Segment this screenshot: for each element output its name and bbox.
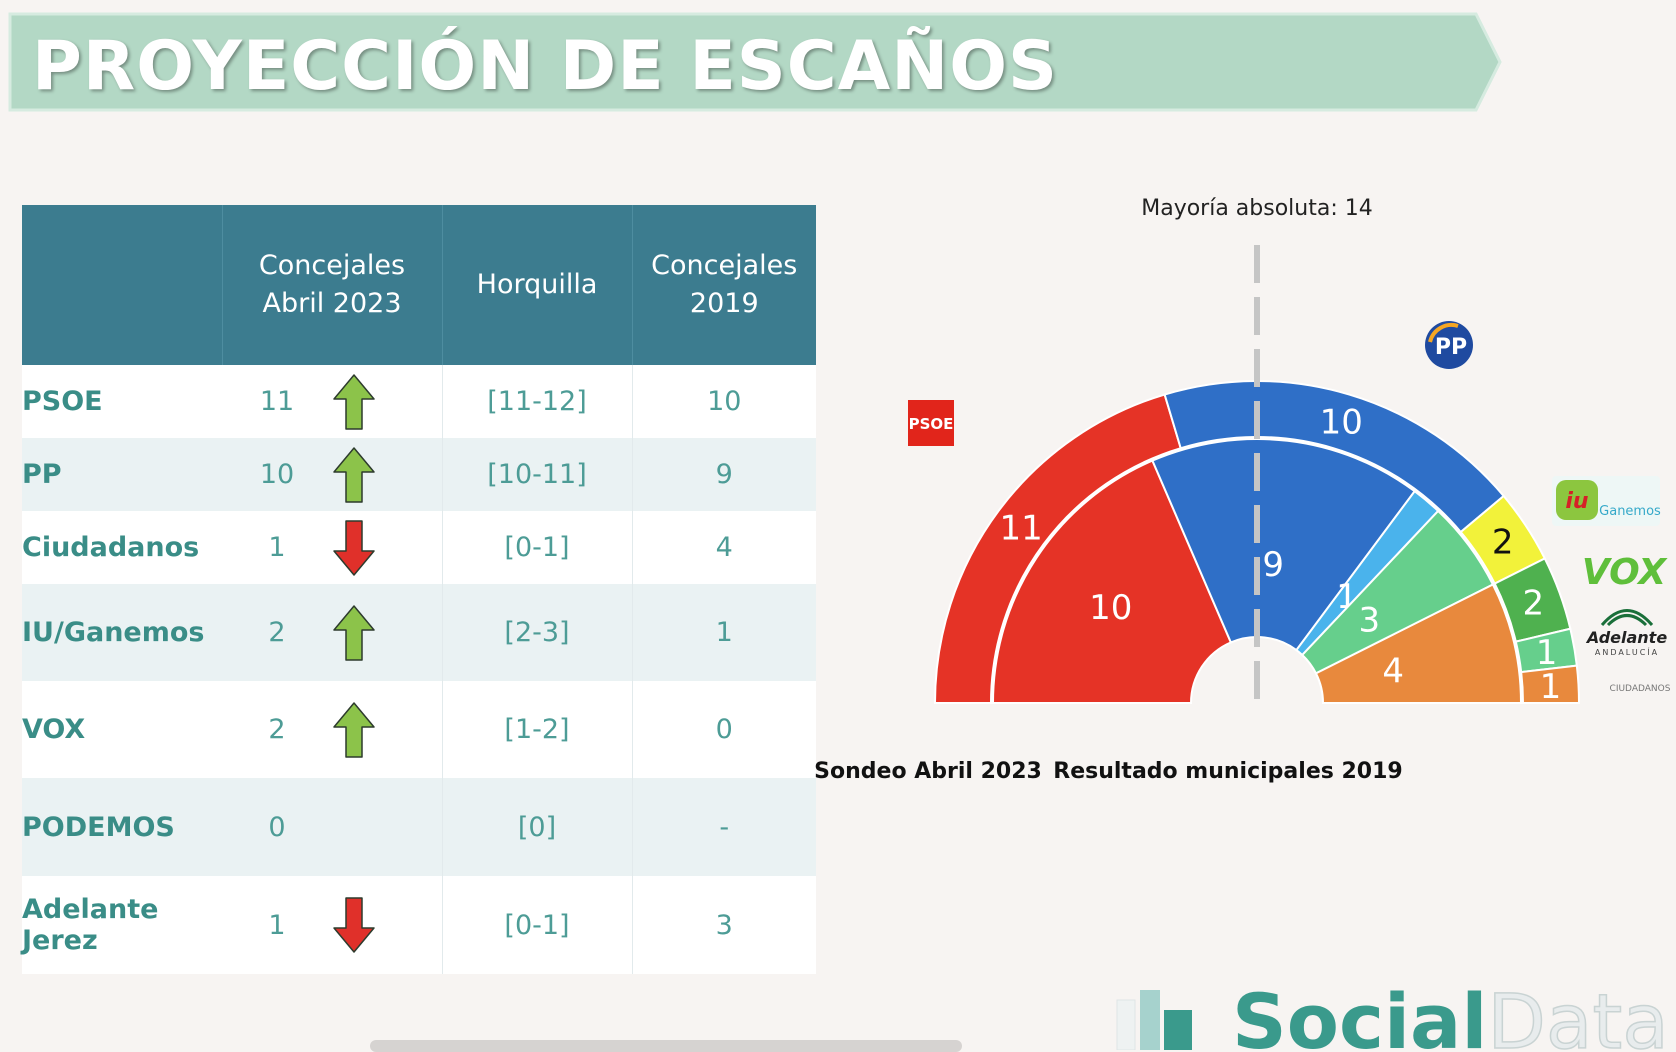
seats-2019: 3 xyxy=(632,876,817,974)
party-name: PODEMOS xyxy=(22,778,222,876)
seats-2023: 1 xyxy=(222,876,332,974)
hemicycle-slice-inner-psoe xyxy=(991,459,1233,704)
trend-arrow-cell xyxy=(332,365,443,438)
party-name: Adelante Jerez xyxy=(22,876,222,974)
table-row: Adelante Jerez 1 [0-1] 3 xyxy=(22,876,817,974)
slice-value-label: 10 xyxy=(1320,402,1363,442)
table-row: PODEMOS 0 [0] - xyxy=(22,778,817,876)
slice-value-label: 1 xyxy=(1536,633,1558,673)
slice-value-label: 2 xyxy=(1492,522,1514,562)
pp-logo-text: PP xyxy=(1435,335,1467,360)
header-seats-2019: Concejales 2019 xyxy=(631,205,817,365)
seats-2019: 9 xyxy=(632,438,817,511)
seat-range: [11-12] xyxy=(441,365,633,438)
slice-value-label: 10 xyxy=(1089,588,1132,628)
page-title: PROYECCIÓN DE ESCAÑOS xyxy=(32,27,1058,106)
party-name: PSOE xyxy=(22,365,222,438)
party-name: IU/Ganemos xyxy=(22,584,222,681)
slice-value-label: 3 xyxy=(1358,600,1380,640)
slice-value-label: 11 xyxy=(1000,508,1043,548)
arrow-up-icon xyxy=(333,701,375,758)
header-range: Horquilla xyxy=(441,205,633,365)
header-party xyxy=(22,205,222,365)
inner-ring-label: Resultado municipales 2019 xyxy=(1053,759,1402,784)
seats-2019: 10 xyxy=(632,365,817,438)
seats-2023: 2 xyxy=(222,681,332,778)
trend-arrow-cell xyxy=(332,876,443,974)
trend-arrow-cell xyxy=(332,438,443,511)
table-header-row: Concejales Abril 2023 Horquilla Concejal… xyxy=(22,205,817,365)
seats-2019: - xyxy=(632,778,817,876)
ciudadanos-logo-text: CIUDADANOS xyxy=(1610,684,1671,694)
party-name: PP xyxy=(22,438,222,511)
table-row: IU/Ganemos 2 [2-3] 1 xyxy=(22,584,817,681)
slice-value-label: 1 xyxy=(1540,667,1562,707)
seat-projection-table: Concejales Abril 2023 Horquilla Concejal… xyxy=(22,205,817,974)
banner-arrow-shape xyxy=(8,12,1502,112)
seats-2023: 0 xyxy=(222,778,332,876)
trend-arrow-cell xyxy=(332,778,443,876)
socialdata-logo-bar xyxy=(1116,999,1136,1050)
outer-ring-label: Sondeo Abril 2023 xyxy=(814,759,1042,784)
trend-arrow-cell xyxy=(332,584,443,681)
seat-range: [2-3] xyxy=(441,584,633,681)
adelante-logo-icon xyxy=(1600,609,1654,627)
seats-2019: 1 xyxy=(632,584,817,681)
party-name: Ciudadanos xyxy=(22,511,222,584)
psoe-logo-icon xyxy=(908,400,954,446)
party-name: VOX xyxy=(22,681,222,778)
seats-2019: 4 xyxy=(632,511,817,584)
arrow-up-icon xyxy=(333,373,375,430)
seats-2023: 2 xyxy=(222,584,332,681)
trend-arrow-cell xyxy=(332,511,443,584)
horizontal-scrollbar[interactable] xyxy=(370,1040,962,1052)
socialdata-logo-text: SocialData xyxy=(1232,977,1669,1050)
seats-2023: 1 xyxy=(222,511,332,584)
slice-value-label: 4 xyxy=(1382,652,1404,692)
adelante-logo-text: Adelante xyxy=(1585,628,1668,647)
seat-range: [10-11] xyxy=(441,438,633,511)
ganemos-logo-text: Ganemos xyxy=(1599,504,1661,519)
slice-value-label: 9 xyxy=(1262,545,1284,585)
vox-logo-text: VOX xyxy=(1582,552,1669,593)
adelante-sub-text: ANDALUCÍA xyxy=(1595,646,1659,657)
seats-2023: 10 xyxy=(222,438,332,511)
table-row: PSOE 11 [11-12] 10 xyxy=(22,365,817,438)
table-row: Ciudadanos 1 [0-1] 4 xyxy=(22,511,817,584)
arrow-down-icon xyxy=(333,897,375,953)
psoe-logo-text: PSOE xyxy=(909,415,954,433)
seats-2023: 11 xyxy=(222,365,332,438)
seat-range: [1-2] xyxy=(441,681,633,778)
slice-value-label: 2 xyxy=(1522,583,1544,623)
seat-range: [0] xyxy=(441,778,633,876)
arrow-up-icon xyxy=(333,446,375,503)
table-row: PP 10 [10-11] 9 xyxy=(22,438,817,511)
socialdata-logo-bar xyxy=(1140,990,1160,1050)
hemicycle-slice-inner-ciudadanos xyxy=(1314,583,1523,704)
iu-bubble-shape xyxy=(1556,480,1598,520)
table-row: VOX 2 [1-2] 0 xyxy=(22,681,817,778)
seats-2019: 0 xyxy=(632,681,817,778)
trend-arrow-cell xyxy=(332,681,443,778)
seat-range: [0-1] xyxy=(441,511,633,584)
majority-label: Mayoría absoluta: 14 xyxy=(1141,196,1373,221)
iu-logo-text: iu xyxy=(1565,489,1588,514)
seat-range: [0-1] xyxy=(441,876,633,974)
arrow-down-icon xyxy=(333,519,375,576)
arrow-up-icon xyxy=(333,604,375,661)
hemicycle-slice-outer-ciudadanos xyxy=(1520,664,1581,704)
pp-logo-arc xyxy=(1428,323,1459,343)
header-seats-2023: Concejales Abril 2023 xyxy=(221,205,443,365)
title-banner: PROYECCIÓN DE ESCAÑOS xyxy=(8,12,1504,112)
socialdata-logo-bar xyxy=(1164,1010,1192,1050)
